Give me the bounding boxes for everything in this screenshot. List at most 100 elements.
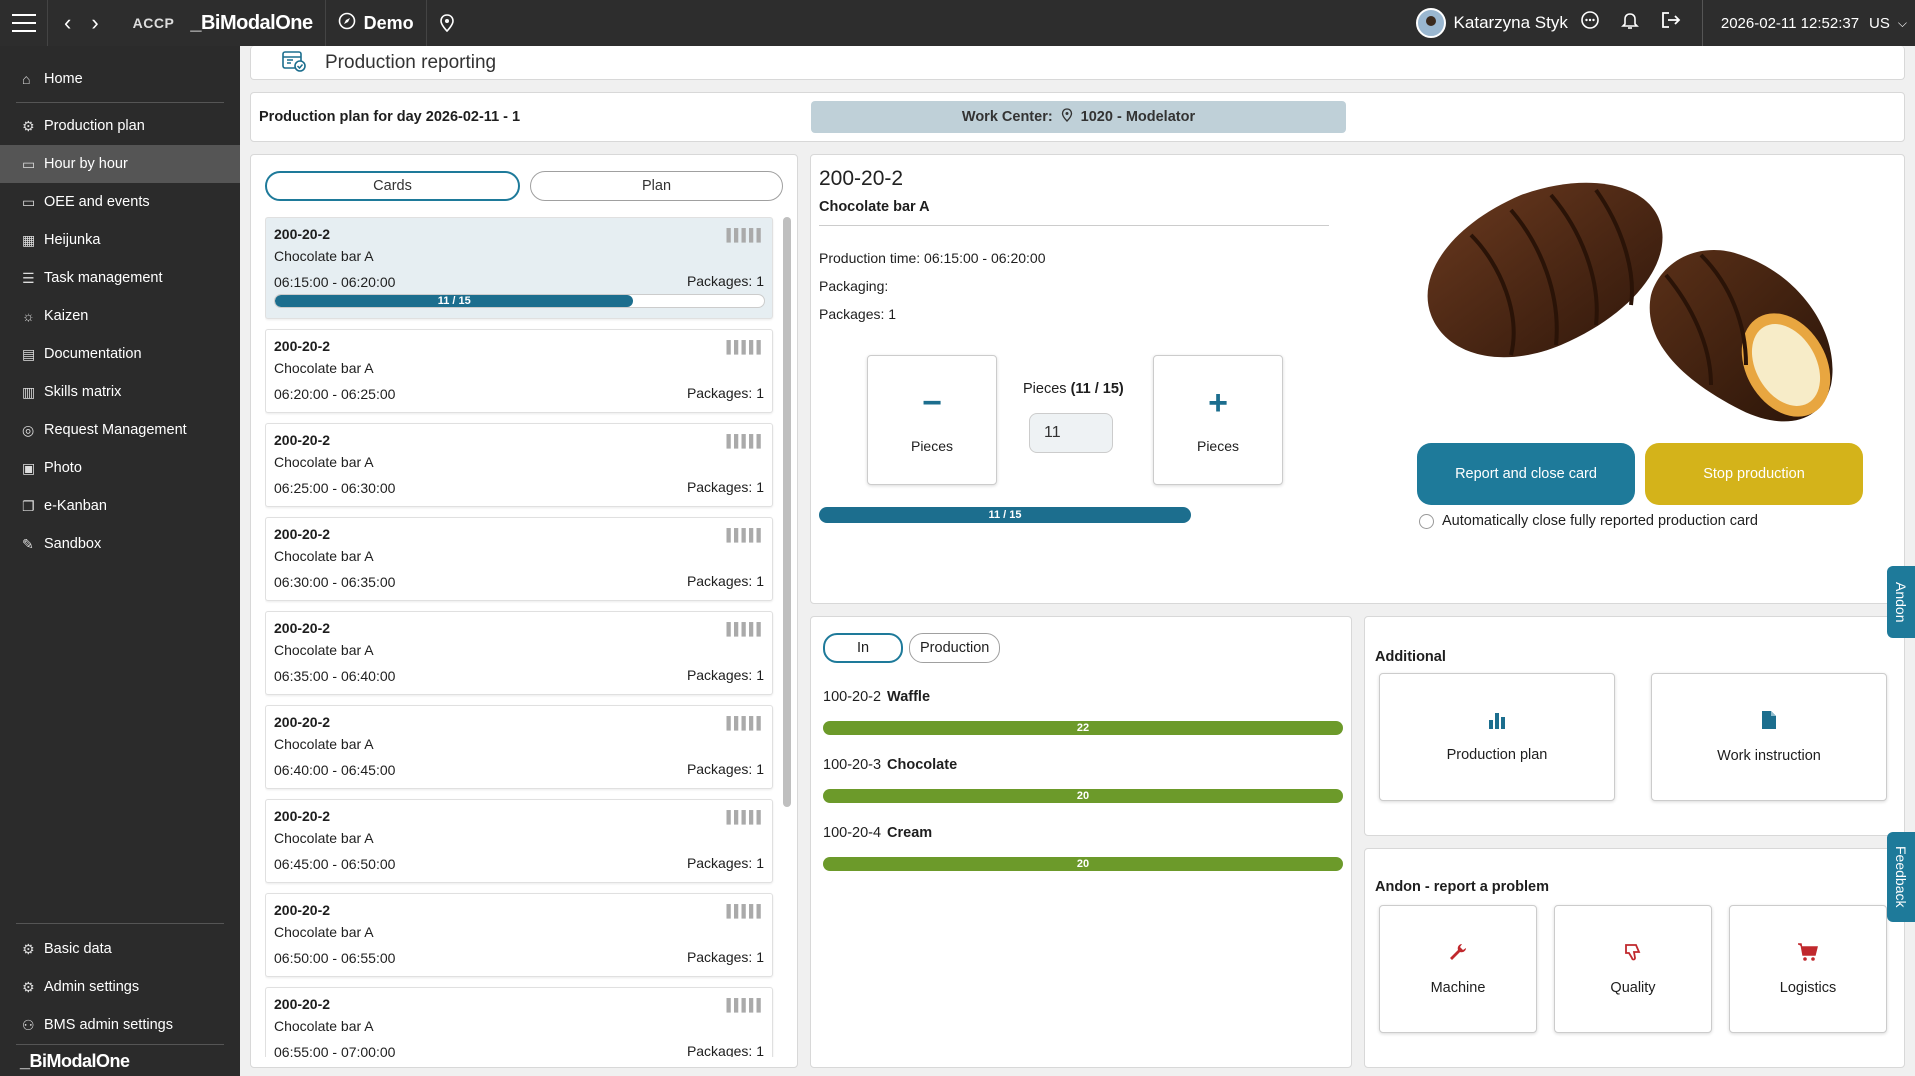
forward-icon[interactable]: › <box>91 10 99 35</box>
card-code: 200-20-2 <box>274 226 331 242</box>
bar-chart-icon <box>1487 711 1507 733</box>
production-card[interactable]: 200-20-2 Chocolate bar A 06:20:00 - 06:2… <box>265 329 773 413</box>
machine-tile[interactable]: Machine <box>1379 905 1537 1033</box>
barcode-icon[interactable]: ▌▌▌▌▌ <box>726 810 765 824</box>
datetime-display[interactable]: 2026-02-11 12:52:37 US ⌵ <box>1701 0 1915 46</box>
divider <box>16 1044 224 1045</box>
sidebar-item-e-kanban[interactable]: ❐ e-Kanban <box>0 487 240 525</box>
feedback-side-tab[interactable]: Feedback <box>1887 832 1915 922</box>
card-time: 06:45:00 - 06:50:00 <box>274 856 396 872</box>
barcode-icon[interactable]: ▌▌▌▌▌ <box>726 434 765 448</box>
menu-icon[interactable] <box>0 0 48 46</box>
edit-icon: ✎ <box>22 535 34 552</box>
production-card[interactable]: 200-20-2 Chocolate bar A 06:25:00 - 06:3… <box>265 423 773 507</box>
production-card-selected[interactable]: 200-20-2 Chocolate bar A 06:15:00 - 06:2… <box>265 217 773 319</box>
chat-icon[interactable] <box>1580 10 1600 36</box>
sidebar-brand-logo: _BiModalOne <box>20 1051 130 1071</box>
card-name: Chocolate bar A <box>274 360 374 376</box>
sidebar-item-home[interactable]: ⌂ Home <box>0 60 240 98</box>
sidebar-item-label: Photo <box>44 460 82 476</box>
production-card[interactable]: 200-20-2 Chocolate bar A 06:30:00 - 06:3… <box>265 517 773 601</box>
card-packages: Packages: 1 <box>686 385 764 401</box>
barcode-icon[interactable]: ▌▌▌▌▌ <box>726 528 765 542</box>
auto-close-option[interactable]: Automatically close fully reported produ… <box>1419 513 1758 529</box>
sidebar-item-basic-data[interactable]: ⚙ Basic data <box>0 930 240 968</box>
sidebar: ⌂ Home ⚙ Production plan ▭ Hour by hour ▭ OE… <box>0 46 240 1076</box>
card-progress-bar: 11 / 15 <box>274 294 765 308</box>
separator <box>324 0 326 46</box>
material-label: 100-20-4 Cream <box>823 825 1339 841</box>
work-instruction-tile[interactable]: Work instruction <box>1651 673 1887 801</box>
sidebar-item-skills-matrix[interactable]: ▥ Skills matrix <box>0 373 240 411</box>
increase-label: Pieces <box>1196 438 1240 454</box>
cart-icon <box>1797 942 1819 966</box>
card-name: Chocolate bar A <box>274 1018 374 1034</box>
demo-context[interactable]: Demo <box>338 12 414 35</box>
production-card[interactable]: 200-20-2 Chocolate bar A 06:45:00 - 06:5… <box>265 799 773 883</box>
sidebar-item-hour-by-hour[interactable]: ▭ Hour by hour <box>0 145 240 183</box>
production-card[interactable]: 200-20-2 Chocolate bar A 06:55:00 - 07:0… <box>265 987 773 1057</box>
barcode-icon[interactable]: ▌▌▌▌▌ <box>726 998 765 1012</box>
sidebar-item-heijunka[interactable]: ▦ Heijunka <box>0 221 240 259</box>
barcode-icon[interactable]: ▌▌▌▌▌ <box>726 340 765 354</box>
user-name[interactable]: Katarzyna Styk <box>1453 13 1568 32</box>
thumbs-down-icon <box>1623 942 1643 966</box>
sidebar-item-photo[interactable]: ▣ Photo <box>0 449 240 487</box>
sidebar-item-task-management[interactable]: ☰ Task management <box>0 259 240 297</box>
decrease-label: Pieces <box>910 438 954 454</box>
sidebar-item-bms-admin-settings[interactable]: ⚇ BMS admin settings <box>0 1006 240 1044</box>
bell-icon[interactable] <box>1620 10 1640 36</box>
report-close-card-button[interactable]: Report and close card <box>1417 443 1635 505</box>
sidebar-item-production-plan[interactable]: ⚙ Production plan <box>0 107 240 145</box>
increase-pieces-button[interactable]: + Pieces <box>1153 355 1283 485</box>
card-time: 06:50:00 - 06:55:00 <box>274 950 396 966</box>
tab-production[interactable]: Production <box>909 633 1001 663</box>
card-packages: Packages: 1 <box>686 479 764 495</box>
work-center-badge[interactable]: Work Center: 1020 - Modelator <box>811 101 1346 133</box>
pieces-input[interactable]: 11 <box>1029 413 1113 453</box>
photo-icon: ▣ <box>22 459 36 476</box>
back-icon[interactable]: ‹ <box>64 10 72 35</box>
production-card[interactable]: 200-20-2 Chocolate bar A 06:40:00 - 06:4… <box>265 705 773 789</box>
production-card[interactable]: 200-20-2 Chocolate bar A 06:50:00 - 06:5… <box>265 893 773 977</box>
sidebar-item-request-management[interactable]: ◎ Request Management <box>0 411 240 449</box>
production-card[interactable]: 200-20-2 Chocolate bar A 06:35:00 - 06:4… <box>265 611 773 695</box>
quality-tile[interactable]: Quality <box>1554 905 1712 1033</box>
sidebar-item-admin-settings[interactable]: ⚙ Admin settings <box>0 968 240 1006</box>
auto-close-radio[interactable] <box>1419 513 1434 529</box>
brand-logo[interactable]: _BiModalOne <box>190 11 313 34</box>
production-plan-tile[interactable]: Production plan <box>1379 673 1615 801</box>
tab-in[interactable]: In <box>823 633 903 663</box>
card-packages: Packages: 1 <box>686 1043 764 1057</box>
tab-plan[interactable]: Plan <box>530 171 783 201</box>
avatar[interactable] <box>1415 8 1446 38</box>
calendar-check-icon <box>281 49 307 77</box>
chevron-down-icon[interactable]: ⌵ <box>1897 15 1907 30</box>
decrease-pieces-button[interactable]: − Pieces <box>867 355 997 485</box>
plan-title: Production plan for day 2026-02-11 - 1 <box>259 109 521 125</box>
tab-cards[interactable]: Cards <box>265 171 520 201</box>
barcode-icon[interactable]: ▌▌▌▌▌ <box>726 228 765 242</box>
andon-side-tab[interactable]: Andon <box>1887 566 1915 638</box>
packaging: Packaging: <box>819 278 889 294</box>
material-name: Cream <box>887 825 933 841</box>
logout-icon[interactable] <box>1660 10 1682 36</box>
barcode-icon[interactable]: ▌▌▌▌▌ <box>726 622 765 636</box>
datetime: 2026-02-11 12:52:37 <box>1720 14 1860 32</box>
barcode-icon[interactable]: ▌▌▌▌▌ <box>726 716 765 730</box>
stop-production-button[interactable]: Stop production <box>1645 443 1863 505</box>
location-icon[interactable] <box>439 14 455 32</box>
sidebar-item-kaizen[interactable]: ☼ Kaizen <box>0 297 240 335</box>
barcode-icon[interactable]: ▌▌▌▌▌ <box>726 904 765 918</box>
divider <box>16 102 224 103</box>
compass-icon <box>338 12 356 35</box>
work-center-label: Work Center: <box>961 109 1053 125</box>
sidebar-item-oee[interactable]: ▭ OEE and events <box>0 183 240 221</box>
logistics-tile[interactable]: Logistics <box>1729 905 1887 1033</box>
scrollbar[interactable] <box>783 217 791 807</box>
sidebar-item-sandbox[interactable]: ✎ Sandbox <box>0 525 240 563</box>
material-quantity-bar: 22 <box>823 721 1343 735</box>
sidebar-item-label: Heijunka <box>44 232 101 248</box>
sidebar-item-documentation[interactable]: ▤ Documentation <box>0 335 240 373</box>
pieces-label: Pieces (11 / 15) <box>1023 381 1124 397</box>
